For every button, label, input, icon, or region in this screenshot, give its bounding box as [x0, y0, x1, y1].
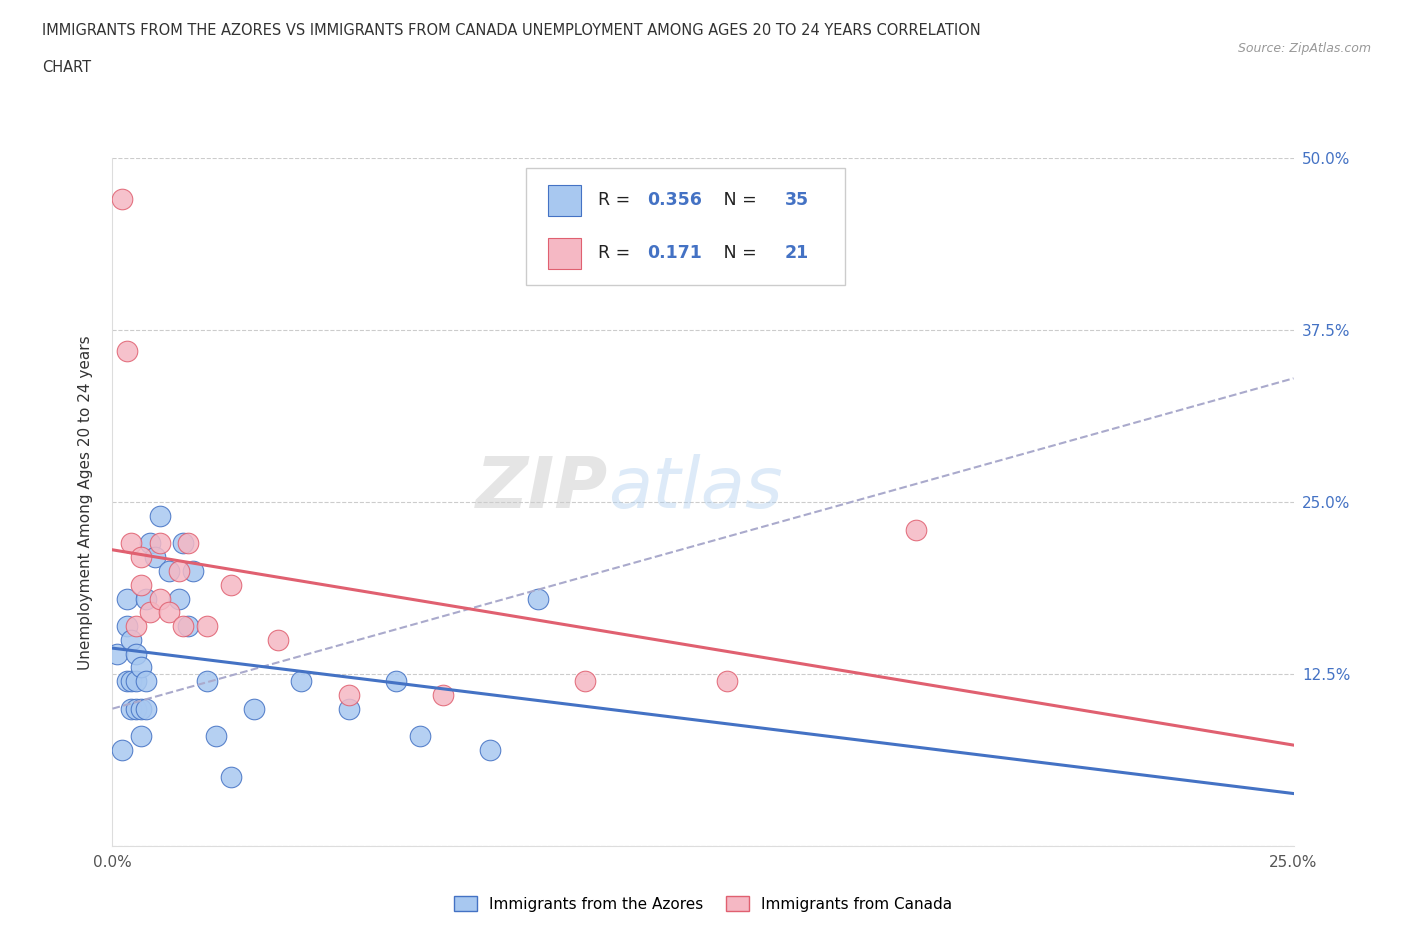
Point [157, 604, 180, 619]
Point [157, 564, 180, 578]
Legend: Immigrants from the Azores, Immigrants from Canada: Immigrants from the Azores, Immigrants f… [447, 890, 959, 918]
Point [120, 632, 142, 647]
Point [149, 509, 172, 524]
Point [105, 646, 128, 661]
Text: R =: R = [598, 245, 641, 262]
Point [219, 770, 242, 785]
Point [172, 536, 194, 551]
Point [129, 550, 152, 565]
Point [385, 673, 408, 688]
Point [432, 687, 454, 702]
Point [139, 536, 162, 551]
Point [120, 536, 142, 551]
Text: atlas: atlas [609, 454, 783, 523]
Text: 35: 35 [785, 192, 808, 209]
Text: N =: N = [707, 245, 762, 262]
Point [115, 618, 138, 633]
Point [195, 618, 218, 633]
FancyBboxPatch shape [548, 238, 581, 269]
Text: CHART: CHART [42, 60, 91, 75]
Point [290, 673, 312, 688]
Point [129, 729, 152, 744]
Point [337, 701, 360, 716]
Point [111, 742, 134, 757]
Point [574, 673, 596, 688]
Point [479, 742, 502, 757]
Text: Source: ZipAtlas.com: Source: ZipAtlas.com [1237, 42, 1371, 55]
Point [177, 536, 200, 551]
Point [172, 618, 194, 633]
Point [205, 729, 228, 744]
Text: ZIP: ZIP [477, 454, 609, 523]
Text: 0.356: 0.356 [648, 192, 703, 209]
Point [139, 604, 162, 619]
Point [149, 591, 172, 606]
Text: N =: N = [707, 192, 762, 209]
Point [135, 701, 157, 716]
Point [120, 673, 142, 688]
Point [337, 687, 360, 702]
Point [904, 523, 927, 538]
Point [135, 591, 157, 606]
Point [167, 564, 190, 578]
Point [125, 701, 148, 716]
Point [177, 618, 200, 633]
Point [129, 660, 152, 675]
Point [129, 578, 152, 592]
Point [125, 618, 148, 633]
Point [120, 701, 142, 716]
Point [111, 192, 134, 206]
Point [115, 591, 138, 606]
Point [243, 701, 266, 716]
FancyBboxPatch shape [526, 168, 845, 286]
Point [716, 673, 738, 688]
Point [125, 646, 148, 661]
Point [267, 632, 290, 647]
Point [143, 550, 166, 565]
Text: 21: 21 [785, 245, 808, 262]
Point [129, 701, 152, 716]
Text: R =: R = [598, 192, 636, 209]
Text: 0.171: 0.171 [648, 245, 703, 262]
Point [135, 673, 157, 688]
Y-axis label: Unemployment Among Ages 20 to 24 years: Unemployment Among Ages 20 to 24 years [79, 335, 93, 670]
Point [125, 673, 148, 688]
Point [181, 564, 204, 578]
Text: IMMIGRANTS FROM THE AZORES VS IMMIGRANTS FROM CANADA UNEMPLOYMENT AMONG AGES 20 : IMMIGRANTS FROM THE AZORES VS IMMIGRANTS… [42, 23, 981, 38]
Point [408, 729, 430, 744]
Point [149, 536, 172, 551]
FancyBboxPatch shape [548, 185, 581, 216]
Point [115, 673, 138, 688]
Point [195, 673, 218, 688]
Point [526, 591, 548, 606]
Point [167, 591, 190, 606]
Point [115, 343, 138, 358]
Point [219, 578, 242, 592]
